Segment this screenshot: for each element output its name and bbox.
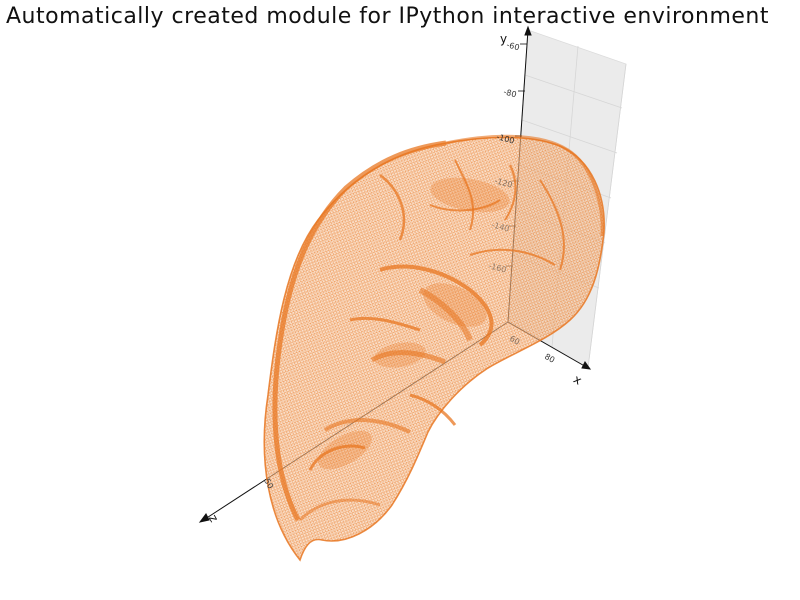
- z-tick-label: 50: [262, 477, 275, 490]
- y-axis-name: y: [500, 32, 507, 46]
- x-axis-name: x: [571, 372, 584, 388]
- x-tick-label: 60: [508, 334, 521, 347]
- x-tick-label: 80: [543, 352, 556, 365]
- mesh-left-contour: [272, 140, 447, 522]
- x-axis-arrow: [581, 361, 592, 370]
- z-axis-name: z: [206, 512, 221, 524]
- plot-title: Automatically created module for IPython…: [6, 4, 769, 29]
- z-axis-arrow: [198, 513, 210, 523]
- mesh-surface: [263, 134, 605, 562]
- mesh-folds: [298, 159, 565, 522]
- y-axis-arrow: [524, 25, 532, 36]
- mesh-dense-regions: [318, 177, 510, 470]
- mesh-inner-hatch: [264, 137, 605, 560]
- y-tick-label: -60: [505, 40, 520, 52]
- y-tick-label: -80: [502, 87, 517, 99]
- mesh-top-contour: [445, 134, 604, 237]
- x-tick-labels: 60 80: [508, 334, 556, 365]
